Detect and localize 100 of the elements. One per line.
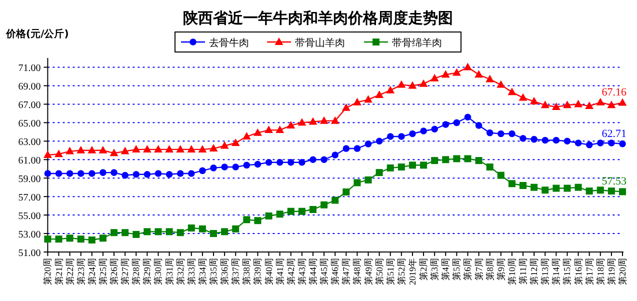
point [332,152,338,158]
y-tick-label: 55.00 [18,211,41,222]
point [420,128,427,134]
point [464,155,472,162]
x-tick-label: 第19周 [606,258,616,285]
point [398,164,405,171]
point [166,171,173,178]
point [176,144,185,152]
point [586,141,593,148]
point [408,162,416,169]
point [574,100,582,108]
point [520,182,527,189]
y-tick-label: 51.00 [18,248,41,259]
point [44,150,52,158]
point [264,126,273,134]
point [564,184,571,192]
point [122,172,128,179]
point [397,80,406,88]
y-tick-label: 61.00 [18,156,41,167]
point [419,79,428,87]
point [364,176,372,184]
x-tick-label: 第41周 [274,258,285,285]
point [99,234,106,242]
point [98,146,108,154]
point [608,188,615,195]
point [132,144,140,152]
point [308,117,318,125]
point [619,188,626,196]
point [574,140,582,146]
point [265,212,272,220]
point [586,188,593,195]
x-tick-label: 第35周 [208,258,219,285]
x-tick-label: 第17周 [584,258,594,285]
point [287,158,294,166]
point [441,70,450,78]
point [100,169,106,176]
x-tick-label: 第26周 [109,258,120,285]
point [574,184,582,191]
point [221,164,228,170]
point [286,120,296,128]
point [364,95,372,103]
point [188,224,195,232]
point [552,184,560,192]
point [508,180,516,188]
point [354,145,361,152]
point [254,128,262,136]
point [231,138,240,146]
point [376,169,383,176]
point [563,100,572,108]
x-tick-label: 2019年 [407,258,418,285]
point [542,136,549,144]
point [176,170,184,177]
point [320,156,328,164]
x-tick-label: 第4周 [440,258,451,280]
x-tick-label: 第10周 [506,258,517,285]
point [88,170,96,177]
x-tick-label: 第30周 [153,258,164,285]
x-tick-label: 第42周 [286,258,296,285]
x-tick-label: 第5周 [452,258,462,280]
point [198,225,206,232]
x-tick-label: 第34周 [197,258,208,285]
point [287,208,294,215]
legend-label: 去骨牛肉 [209,37,249,49]
x-tick-label: 第3周 [430,258,440,280]
x-tick-label: 第12周 [529,258,540,285]
point [44,236,52,243]
point [398,133,405,140]
point [144,228,151,236]
point [298,208,306,215]
point [144,171,151,178]
point [76,146,86,154]
x-tick-label: 第52周 [396,258,406,285]
point [508,130,516,138]
point [530,136,538,143]
x-tick-label: 第33周 [186,258,196,285]
point [254,217,262,224]
x-tick-label: 第27周 [120,258,130,285]
point [187,144,196,152]
point [320,201,328,208]
point [330,116,340,124]
y-tick-label: 67.00 [18,100,41,112]
x-tick-label: 第20周 [618,258,628,285]
point [77,170,84,177]
point [44,170,52,177]
point [166,228,173,236]
point [209,144,218,152]
point [298,118,306,126]
y-tick-label: 57.00 [18,192,41,204]
x-tick-label: 第15周 [562,258,572,285]
x-tick-label: 第20周 [42,258,53,285]
point [210,230,218,238]
point [607,100,616,108]
point [409,130,416,138]
point [154,170,162,177]
point [232,164,240,170]
x-tick-label: 第46周 [330,258,340,285]
x-tick-label: 第29周 [142,258,152,285]
x-tick-label: 第37周 [230,258,241,285]
point [386,164,394,172]
x-tick-label: 第43周 [296,258,307,285]
